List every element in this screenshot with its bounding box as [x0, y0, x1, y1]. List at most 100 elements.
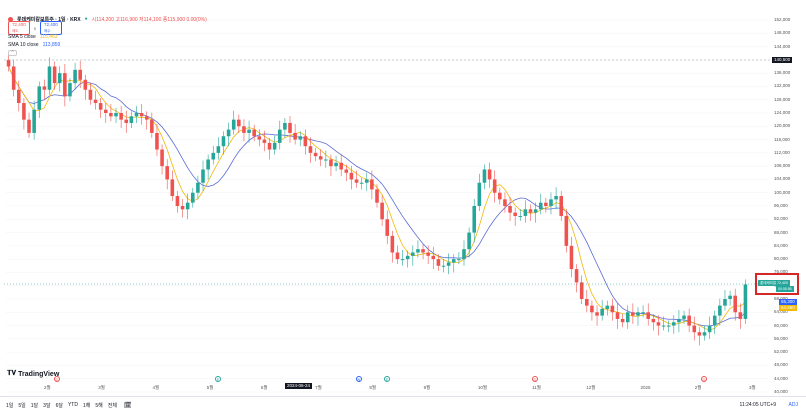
candle-body: [103, 109, 108, 113]
candle-body: [150, 119, 154, 133]
time-tick-label: 3월: [749, 385, 756, 390]
candle-body: [533, 209, 538, 213]
time-tick-label: 5월: [206, 385, 214, 390]
period-button[interactable]: YTD: [67, 401, 78, 408]
candle-body: [462, 249, 466, 260]
dividend-event-icon[interactable]: D: [701, 376, 707, 382]
dividend-event-icon[interactable]: D: [54, 376, 60, 382]
candle-body: [723, 299, 727, 306]
candle-body: [472, 206, 477, 233]
period-button[interactable]: 3달: [43, 402, 51, 409]
earnings-event-icon[interactable]: E: [384, 376, 390, 382]
candle-body: [329, 159, 333, 167]
period-button[interactable]: 6달: [55, 402, 63, 409]
price-tick-label: 76,000: [774, 269, 788, 275]
candle-body: [451, 259, 456, 263]
candle-body: [738, 312, 743, 319]
candle-body: [426, 252, 430, 256]
price-tick-label: 64,000: [774, 309, 788, 315]
price-tick-label: 92,000: [774, 216, 788, 222]
calendar-icon[interactable]: 🗓: [123, 402, 132, 409]
candle-body: [579, 282, 584, 299]
candle-body: [303, 136, 308, 147]
buy-label: 매수: [44, 29, 51, 33]
candle-body: [139, 113, 144, 117]
period-button[interactable]: 전체: [107, 402, 117, 409]
time-tick-label: 3월: [98, 385, 105, 390]
candle-body: [93, 99, 98, 104]
candle-body: [165, 166, 169, 180]
sma5-value: 115,463: [39, 34, 58, 40]
candle-body: [298, 136, 303, 140]
sma10-tag: 65,300: [779, 299, 797, 305]
candle-body: [390, 235, 395, 253]
candle-body: [242, 126, 246, 133]
period-button[interactable]: 1일: [6, 402, 14, 409]
candle-body: [47, 66, 52, 90]
candle-body: [83, 79, 88, 90]
sma10-label[interactable]: SMA 10 close: [8, 42, 39, 48]
sma5-label[interactable]: SMA 5 close: [8, 34, 36, 40]
period-button[interactable]: 1해: [82, 402, 91, 409]
candle-body: [544, 202, 548, 206]
candle-body: [344, 169, 349, 173]
news-event-icon[interactable]: N: [356, 376, 362, 382]
dividend-event-icon[interactable]: D: [532, 376, 538, 382]
period-button[interactable]: 5일: [18, 402, 26, 409]
price-tick-label: 80,000: [774, 256, 788, 262]
tradingview-logo[interactable]: 𝐓𝐕 TradingView: [7, 370, 59, 378]
candle-body: [221, 136, 226, 147]
price-tick-label: 108,000: [774, 163, 791, 169]
candle-body: [119, 113, 123, 120]
collapse-legend-button[interactable]: ⌃: [8, 50, 17, 56]
candle-body: [155, 132, 159, 150]
earnings-event-icon[interactable]: E: [215, 376, 221, 382]
candle-body: [682, 315, 686, 319]
candle-body: [37, 86, 42, 110]
candle-body: [405, 255, 410, 260]
time-tick-label: 12월: [586, 385, 596, 390]
candle-body: [196, 182, 200, 193]
buy-button[interactable]: 72,400 매수: [40, 21, 62, 35]
candle-body: [318, 156, 323, 160]
price-scale[interactable]: 152,000148,000144,000140,000136,000132,0…: [770, 12, 806, 396]
candle-body: [712, 315, 717, 326]
candle-body: [641, 312, 645, 314]
candle-body: [170, 179, 175, 197]
status-dots-icon: ●: [84, 16, 88, 22]
candle-body: [349, 172, 354, 180]
sell-price: 72,400: [12, 22, 26, 27]
price-tick-label: 120,000: [774, 123, 791, 129]
highlight-box: [755, 273, 799, 295]
sell-button[interactable]: 72,400 매도: [8, 21, 30, 35]
symbol-title[interactable]: 롯데케미칼보통주 · 1일 · KRX: [17, 16, 81, 23]
adj-toggle[interactable]: ADJ: [788, 402, 798, 408]
candle-body: [334, 162, 338, 167]
clock[interactable]: 11:24:05 UTC+9: [739, 402, 776, 408]
candle-body: [364, 179, 369, 183]
candle-body: [503, 199, 507, 206]
candle-body: [206, 159, 210, 170]
price-tick-label: 116,000: [774, 136, 790, 142]
candle-body: [421, 249, 425, 253]
time-scale[interactable]: 2월 3월 4월 5월 6월 7월 8월 9월 10월 11월 12월 2025 2월 3월: [4, 384, 770, 398]
sma10-polyline: [8, 66, 746, 327]
candle-body: [538, 202, 543, 210]
period-button[interactable]: 5해: [95, 402, 103, 409]
candle-body: [574, 269, 579, 283]
candle-body: [57, 73, 62, 84]
candle-body: [554, 196, 558, 200]
sma10-value: 113,859: [42, 42, 61, 48]
candle-body: [416, 249, 420, 253]
sell-label: 매도: [12, 29, 19, 33]
period-selector: 1일 5일 1달 3달 6달 YTD 1해 5해 전체: [6, 402, 122, 409]
candle-body: [666, 325, 671, 327]
period-button[interactable]: 1달: [30, 402, 39, 409]
candle-body: [27, 119, 31, 133]
price-tick-label: 40,000: [774, 389, 788, 394]
buy-price: 72,400: [44, 22, 58, 27]
candle-body: [636, 312, 640, 316]
candle-body: [283, 122, 287, 130]
candle-body: [52, 66, 57, 84]
